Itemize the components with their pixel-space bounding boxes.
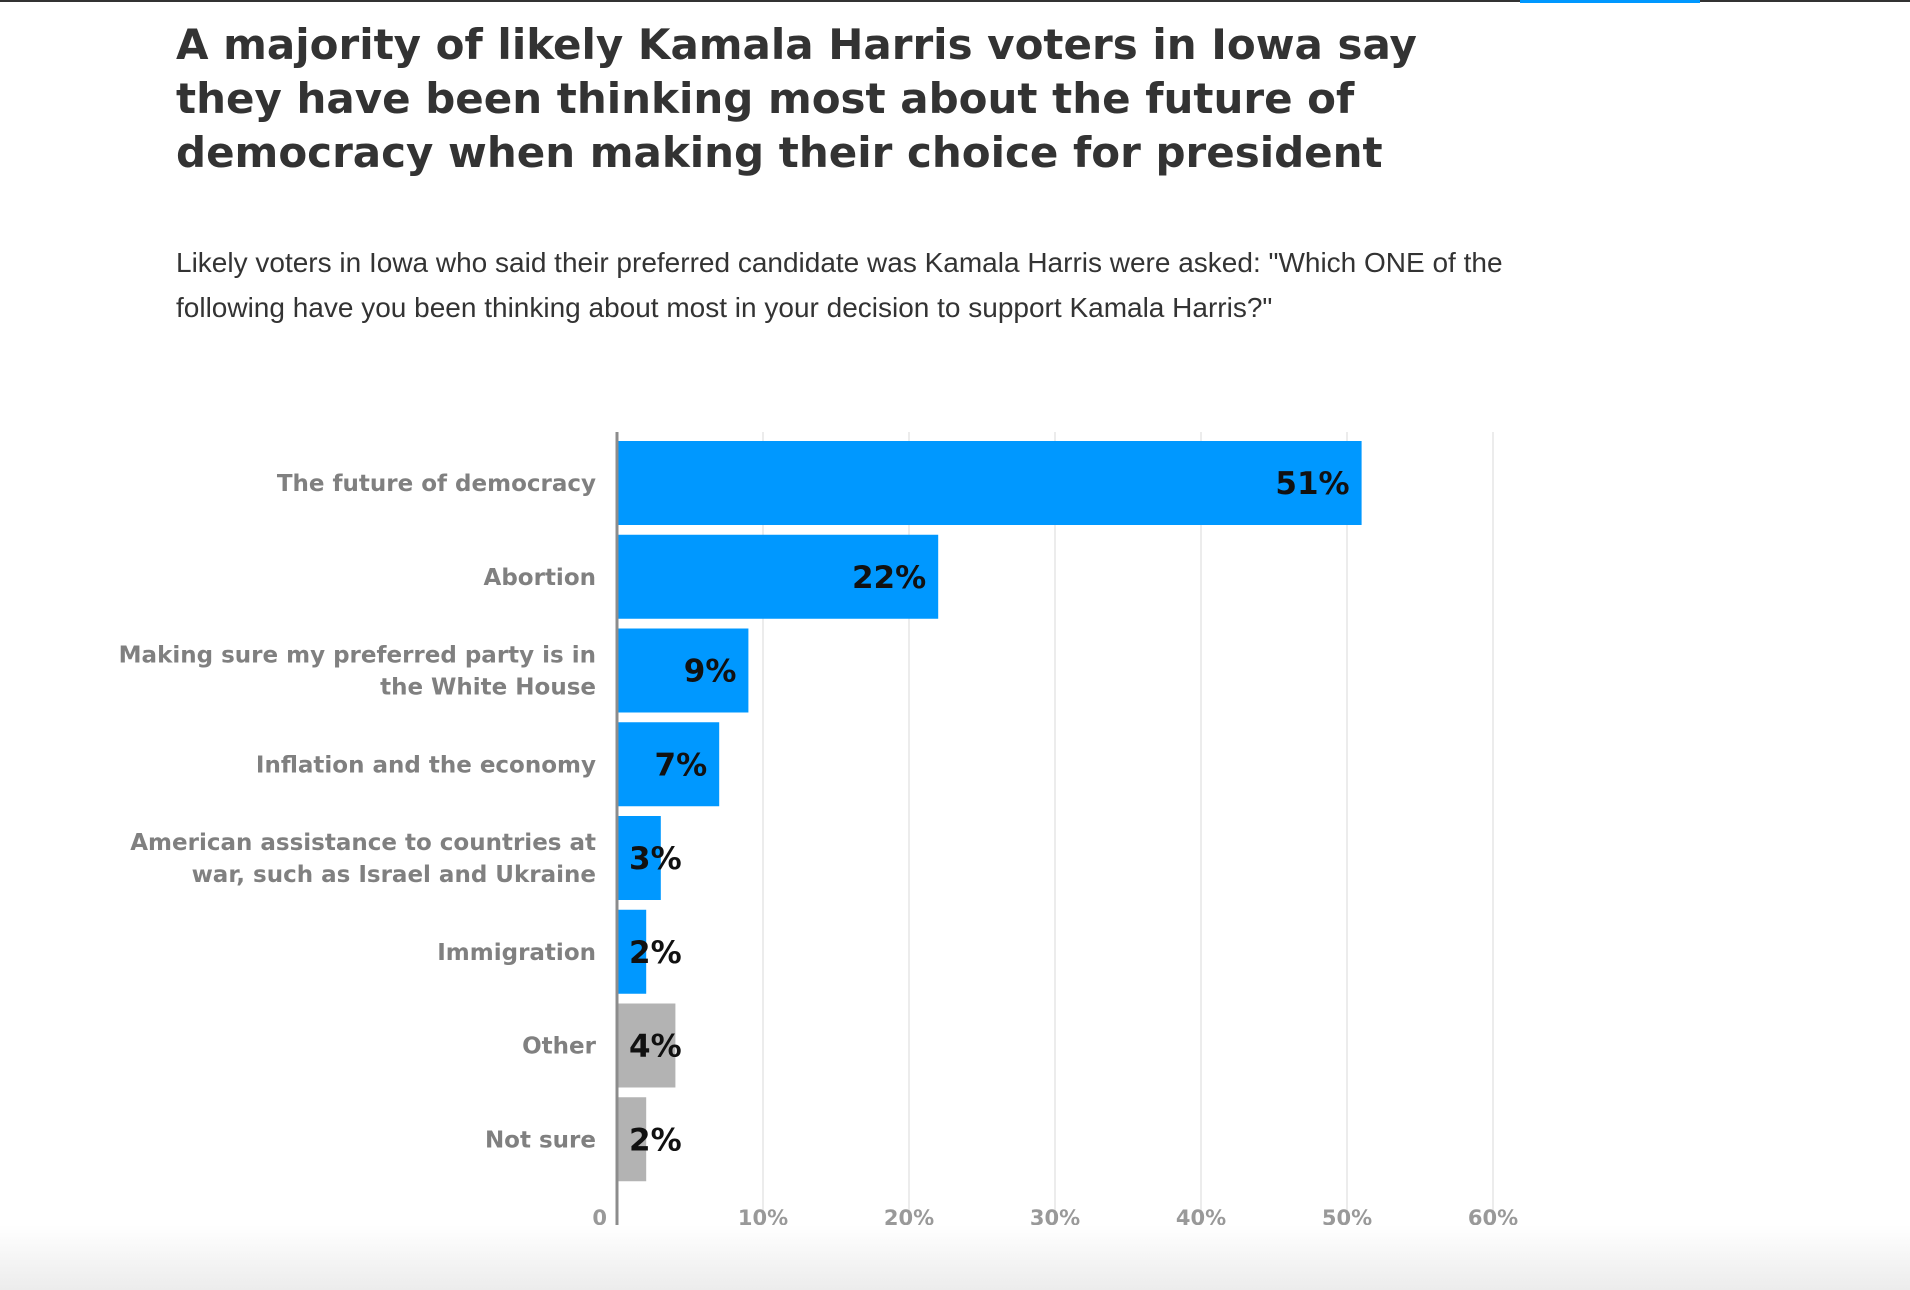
data-label: 4% — [629, 1029, 682, 1065]
data-label: 3% — [629, 841, 682, 877]
data-label: 2% — [629, 935, 682, 971]
category-label: Inflation and the economy — [256, 752, 596, 778]
bottom-fade — [0, 1225, 1910, 1290]
bar — [617, 1003, 676, 1088]
data-label: 51% — [1275, 466, 1349, 502]
data-label: 7% — [655, 747, 708, 783]
category-label: Making sure my preferred party is in — [119, 643, 596, 669]
category-label: Not sure — [485, 1127, 596, 1153]
bar — [617, 441, 1362, 525]
grid-lines — [762, 432, 1494, 1232]
bar — [617, 816, 661, 900]
bar — [617, 909, 647, 994]
bar — [617, 628, 749, 713]
bar — [617, 534, 939, 619]
top-accent-bar — [1520, 0, 1700, 3]
page-subtitle: Likely voters in Iowa who said their pre… — [176, 247, 1503, 323]
category-label: Abortion — [484, 565, 596, 591]
bars — [617, 441, 1362, 1182]
data-label: 9% — [684, 654, 737, 690]
category-label: war, such as Israel and Ukraine — [192, 862, 596, 888]
category-label: American assistance to countries at — [130, 830, 596, 856]
bar — [617, 722, 720, 807]
data-label: 2% — [629, 1122, 682, 1158]
bar — [617, 1097, 647, 1182]
category-label: the White House — [380, 675, 596, 701]
category-label: Other — [522, 1034, 597, 1060]
page-title: A majority of likely Kamala Harris voter… — [176, 20, 1417, 177]
category-label: The future of democracy — [277, 471, 596, 497]
data-label: 22% — [852, 560, 926, 596]
category-label: Immigration — [437, 940, 596, 966]
top-rule — [0, 0, 1910, 2]
x-tick-label: 0 — [592, 1206, 607, 1230]
